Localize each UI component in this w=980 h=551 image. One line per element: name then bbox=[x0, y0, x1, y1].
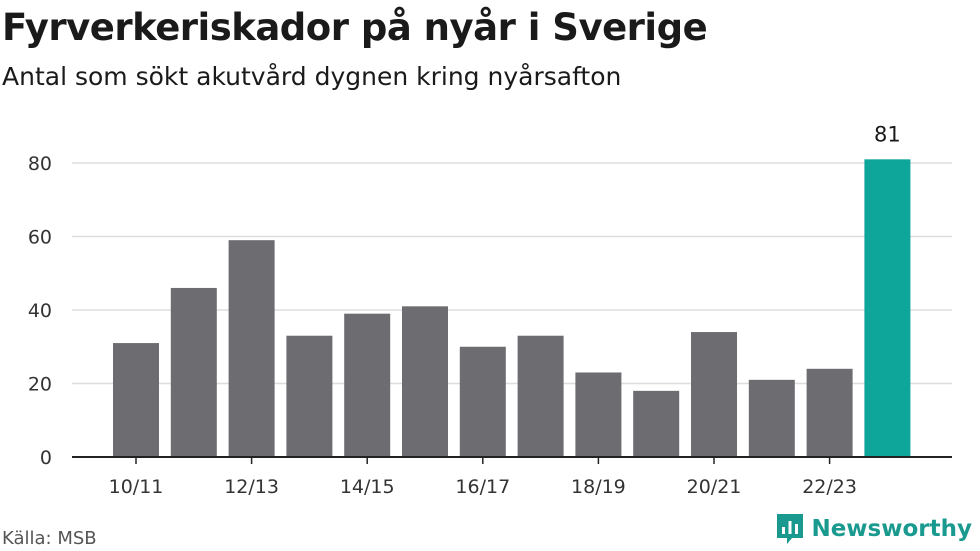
bar-21-22 bbox=[748, 379, 795, 457]
bar-16-17 bbox=[459, 346, 506, 457]
bar-18-19 bbox=[575, 372, 622, 457]
y-tick-label: 0 bbox=[40, 447, 52, 469]
bar-15-16 bbox=[402, 306, 448, 457]
bar-11-12 bbox=[170, 287, 217, 457]
x-tick-label: 10/11 bbox=[109, 476, 164, 498]
bar-20-21 bbox=[691, 332, 737, 457]
y-tick-label: 80 bbox=[28, 153, 52, 175]
bar-19-20 bbox=[633, 390, 680, 457]
x-tick-label: 12/13 bbox=[224, 476, 279, 498]
bar-14-15 bbox=[344, 313, 391, 457]
brand: Newsworthy bbox=[775, 512, 972, 546]
y-tick-label: 60 bbox=[28, 227, 52, 249]
bar-17-18 bbox=[517, 335, 564, 457]
x-tick-label: 18/19 bbox=[571, 476, 626, 498]
chart-subtitle: Antal som sökt akutvård dygnen kring nyå… bbox=[2, 62, 622, 91]
bar-chart: 0 20 40 60 80 81 10/11 12/13 14/15 16/17 18/19 20/2… bbox=[28, 122, 952, 498]
bar-13-14 bbox=[286, 335, 333, 457]
y-tick-label: 20 bbox=[28, 374, 52, 396]
bar-12-13 bbox=[228, 240, 275, 457]
bar-23-24 bbox=[864, 159, 911, 457]
source-note: Källa: MSB bbox=[2, 528, 97, 549]
bar-22-23 bbox=[806, 368, 853, 457]
chart-title: Fyrverkeriskador på nyår i Sverige bbox=[2, 6, 708, 49]
x-tick-label: 22/23 bbox=[802, 476, 857, 498]
brand-name: Newsworthy bbox=[811, 516, 972, 542]
x-tick-label: 20/21 bbox=[687, 476, 742, 498]
x-tick-label: 16/17 bbox=[455, 476, 510, 498]
y-tick-label: 40 bbox=[28, 300, 52, 322]
x-tick-label: 14/15 bbox=[340, 476, 395, 498]
newsworthy-logo-icon bbox=[777, 514, 804, 544]
bar-10-11 bbox=[113, 343, 159, 457]
data-label: 81 bbox=[874, 122, 901, 146]
